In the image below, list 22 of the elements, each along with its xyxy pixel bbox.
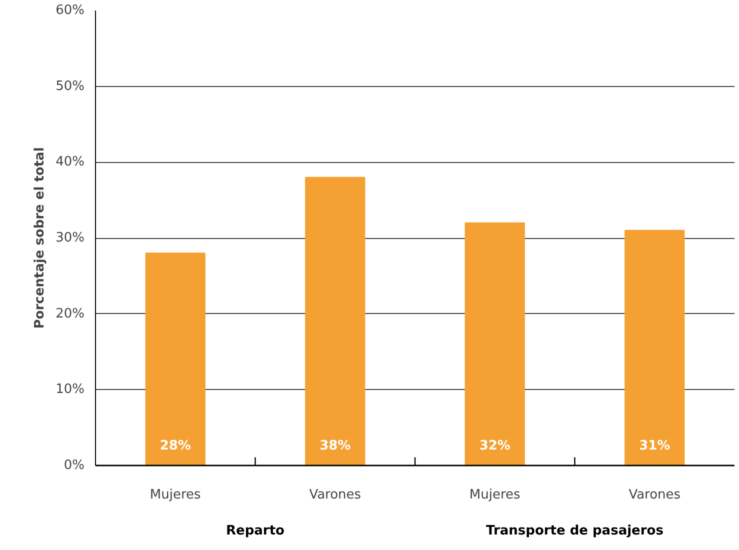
y-tick-label: 10% [56,382,85,398]
bar [305,176,366,466]
y-tick-label: 60% [56,3,85,18]
x-tick-label: Mujeres [469,488,521,502]
data-label: 31% [639,438,670,454]
x-tick-label: Mujeres [150,488,202,502]
x-tick-label: Varones [309,488,362,502]
bar [464,222,525,466]
y-tick-label: 0% [64,458,84,473]
y-tick-label: 40% [56,154,85,170]
y-tick-label: 50% [56,78,85,94]
bar [145,252,206,466]
bar [624,230,685,466]
y-tick-label: 20% [56,306,85,322]
text: Reparto [226,524,285,538]
y-tick-label: 30% [56,230,85,246]
y-axis-title: Porcentaje sobre el total [32,147,48,329]
data-label: 28% [160,438,191,454]
text: Transporte de pasajeros [486,524,664,538]
data-label: 32% [479,438,510,454]
x-tick-label: Varones [628,488,681,502]
data-label: 38% [320,438,351,454]
